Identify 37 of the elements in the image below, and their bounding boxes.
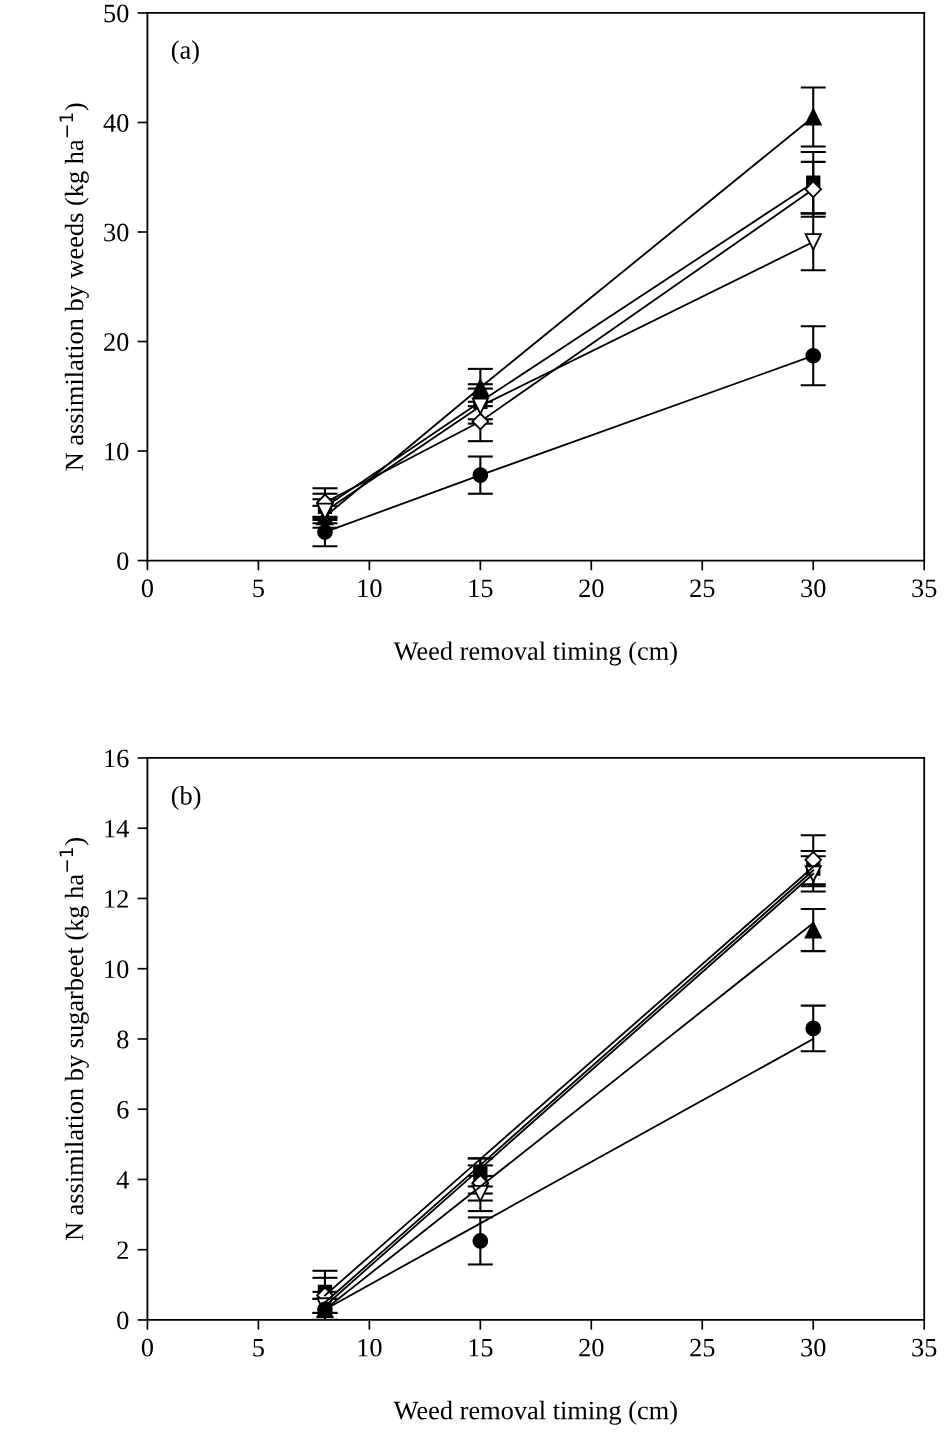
annotation: (a)	[171, 40, 199, 65]
x-tick-label: 5	[253, 1339, 264, 1357]
x-tick-label: 10	[358, 579, 382, 598]
y-axis-title: N assimilation by weeds (kg ha$^{−1}$)	[59, 103, 89, 471]
x-tick-label: 20	[579, 1338, 604, 1357]
x-tick-label: 35	[912, 579, 937, 598]
y-tick-label: 40	[103, 114, 129, 132]
y-tick-label: 8	[117, 1030, 129, 1049]
x-tick-label: 0	[141, 1338, 154, 1357]
x-tick-label: 30	[801, 579, 826, 598]
x-tick-label: 5	[253, 579, 264, 598]
x-tick-label: 15	[469, 579, 493, 598]
y-axis-title: N assimilation by sugarbeet (kg ha$^{−1}$)	[59, 838, 89, 1241]
x-tick-label: 25	[690, 579, 715, 598]
y-tick-label: 30	[104, 223, 129, 242]
x-tick-label: 0	[141, 579, 154, 598]
x-tick-label: 20	[579, 579, 604, 598]
y-tick-label: 20	[104, 333, 129, 351]
y-tick-label: 10	[105, 960, 129, 979]
x-tick-label: 25	[690, 1338, 715, 1357]
y-tick-label: 0	[117, 1311, 129, 1330]
x-axis-title: Weed removal timing (cm)	[393, 641, 677, 666]
x-tick-label: 10	[358, 1338, 382, 1357]
y-tick-label: 16	[105, 749, 129, 768]
x-tick-label: 30	[801, 1338, 826, 1357]
y-tick-label: 50	[104, 4, 129, 23]
y-tick-label: 4	[116, 1171, 129, 1189]
x-tick-label: 15	[469, 1338, 493, 1357]
y-tick-label: 10	[105, 442, 129, 461]
y-tick-label: 6	[117, 1100, 129, 1119]
y-tick-label: 14	[105, 819, 129, 838]
y-tick-label: 12	[105, 890, 128, 908]
y-tick-label: 0	[117, 552, 129, 570]
x-axis-title: Weed removal timing (cm)	[393, 1400, 677, 1425]
y-tick-label: 2	[117, 1241, 128, 1259]
x-tick-label: 35	[912, 1338, 937, 1357]
annotation: (b)	[171, 786, 201, 810]
